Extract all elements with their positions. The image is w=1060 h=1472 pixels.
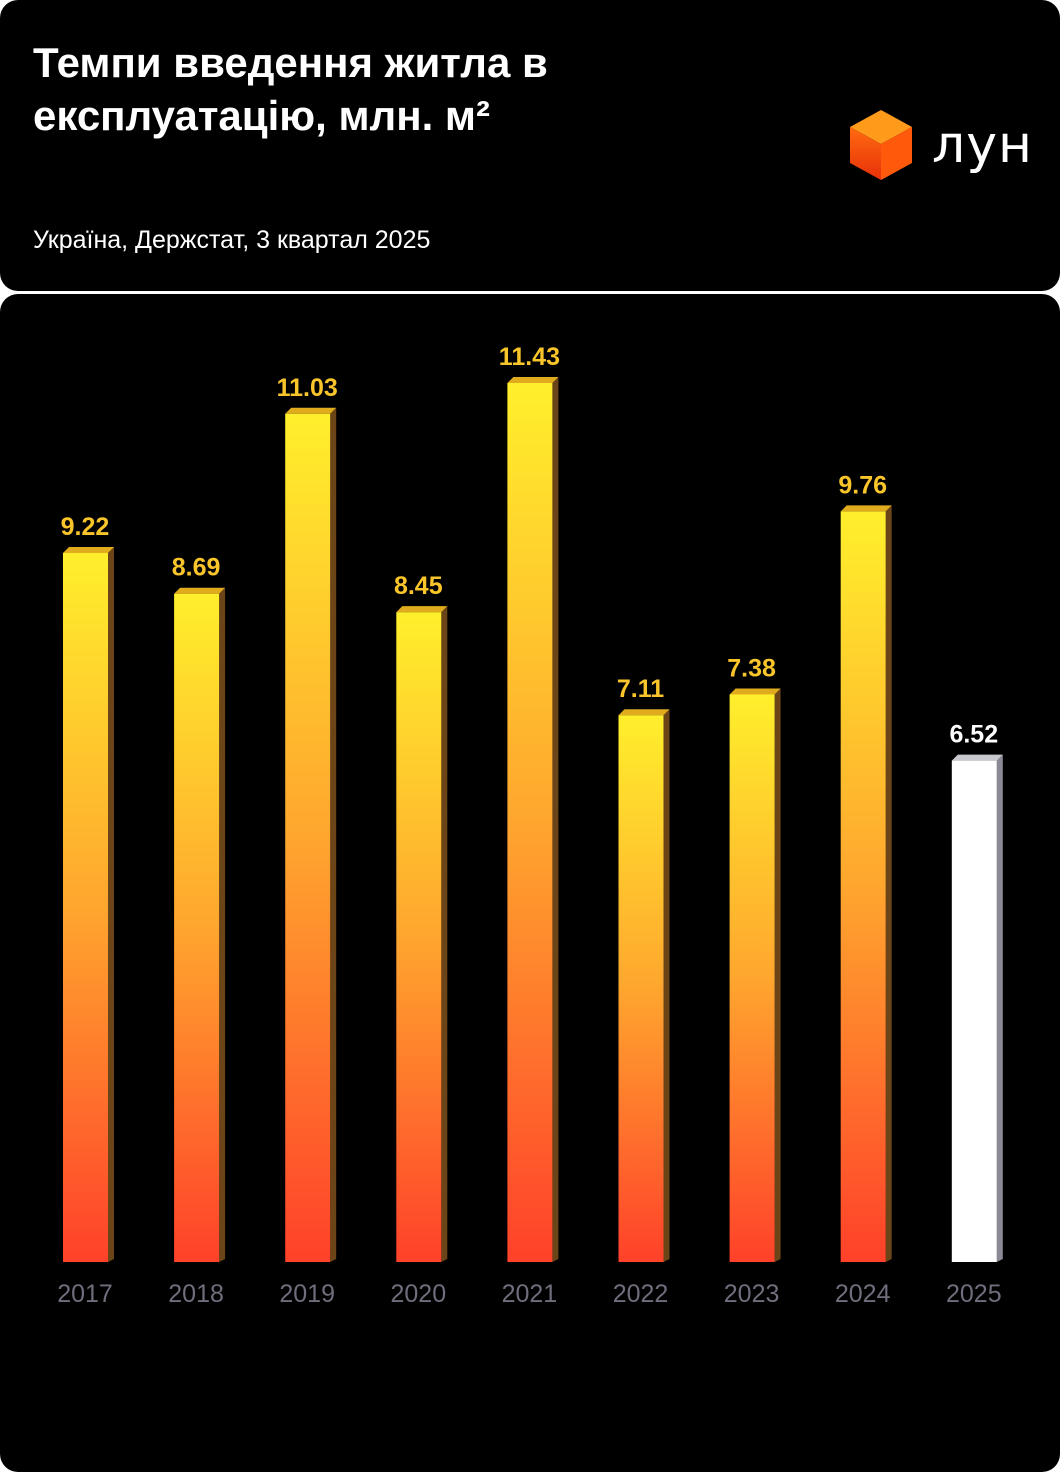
year-label: 2025 [946,1280,1002,1308]
bar-top [174,587,226,594]
bar-side [219,587,226,1262]
value-label: 11.43 [499,343,560,371]
bar-top [507,377,559,383]
value-label: 9.76 [838,471,887,499]
page-title: Темпи введення житла в експлуатацію, млн… [33,39,548,139]
bar-side [330,407,337,1262]
bar-side [441,606,448,1262]
bar-side [552,377,559,1262]
bar-side [108,546,114,1262]
year-label: 2020 [390,1280,446,1308]
year-label: 2019 [279,1280,335,1308]
year-label: 2017 [57,1280,113,1308]
bar-top [285,407,337,414]
bar-side [774,688,781,1262]
bar-top [396,606,448,613]
bar-top [729,688,781,695]
value-label: 8.69 [172,554,221,582]
bar-top [63,546,114,553]
bar-top [840,505,892,512]
lun-logo: лун [848,108,1033,182]
cube-logo-icon [850,110,912,180]
value-label: 7.38 [727,654,776,682]
bar-2019 [285,413,331,1262]
header-card: Темпи введення житла в експлуатацію, млн… [0,0,1060,291]
value-label: 11.03 [277,374,338,402]
bar-2022 [618,715,664,1262]
bar-side [663,709,670,1262]
bar-2018 [174,593,220,1262]
value-label: 7.11 [617,675,664,703]
bar-2023 [729,694,775,1262]
bar-2017 [63,552,108,1262]
value-label: 6.52 [949,721,998,749]
bar-top [951,754,1003,761]
bar-2021 [507,383,553,1262]
bar-top [618,709,670,716]
bar-2024 [840,511,886,1262]
year-label: 2022 [613,1280,669,1308]
bar-side [885,505,892,1262]
year-label: 2024 [835,1280,891,1308]
subtitle: Україна, Держстат, 3 квартал 2025 [33,226,431,254]
year-label: 2021 [502,1280,558,1308]
logo-text: лун [932,115,1034,175]
value-label: 8.45 [394,572,443,600]
year-label: 2023 [724,1280,780,1308]
bar-2025 [951,760,997,1262]
year-label: 2018 [168,1280,224,1308]
bar-side [996,754,1003,1262]
value-label: 9.22 [61,513,110,541]
bar-2020 [396,612,442,1262]
